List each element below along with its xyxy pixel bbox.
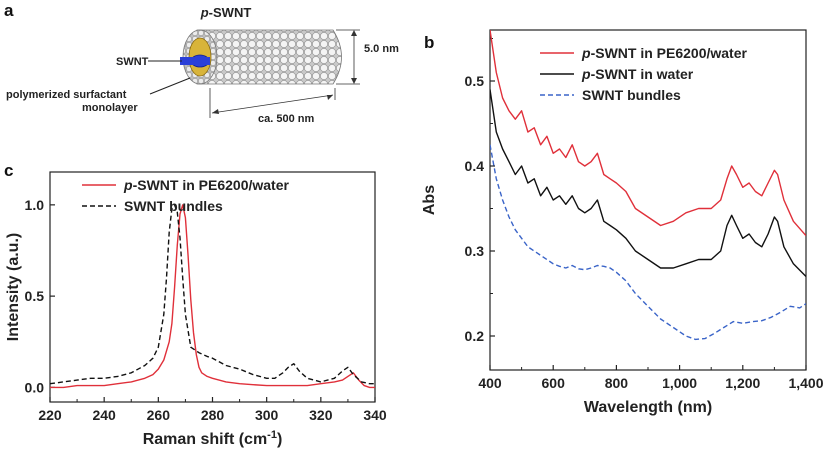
series-group xyxy=(50,204,375,389)
absorbance-chart: 400 600 800 1,000 1,200 1,400 0.2 0.3 0.4 0.5 Wave… xyxy=(421,29,824,416)
legend-label-rest: -SWNT in PE6200/water xyxy=(133,177,290,193)
x-tick-label: 400 xyxy=(478,375,502,391)
x-tick-label: 600 xyxy=(542,375,566,391)
y-tick-label: 1.0 xyxy=(25,197,45,213)
raman-chart: 220 240 260 280 300 320 340 0.0 0.5 1.0 Raman shif… xyxy=(5,171,387,448)
swnt-rod xyxy=(180,57,210,65)
legend-label-italic: p xyxy=(581,45,591,61)
x-axis-label-sup: -1 xyxy=(267,429,277,441)
series-line-swnt-bundles xyxy=(490,144,806,341)
series-group xyxy=(490,30,806,341)
length-label: ca. 500 nm xyxy=(258,113,314,125)
schematic-title-rest: -SWNT xyxy=(209,5,252,20)
surfactant-shell xyxy=(196,29,342,85)
length-dimension xyxy=(209,88,336,118)
series-line-swnt-bundles xyxy=(50,204,375,385)
y-tick-label: 0.5 xyxy=(465,73,485,89)
legend-label-p-swnt-in-pe6200-water: p-SWNT in PE6200/water xyxy=(581,45,747,61)
panel-c: c 220 240 260 280 300 320 340 0.0 0.5 1.0 Raman sh… xyxy=(4,161,387,448)
legend-label-rest: -SWNT in water xyxy=(591,66,694,82)
y-tick-label: 0.0 xyxy=(25,379,45,395)
legend-label-rest: -SWNT in PE6200/water xyxy=(591,45,748,61)
schematic-title-italic: p xyxy=(200,5,209,20)
x-tick-label: 280 xyxy=(201,407,225,423)
panel-c-letter: c xyxy=(4,161,13,180)
x-axis-label: Wavelength (nm) xyxy=(584,399,712,416)
panel-b: b 400 600 800 1,000 1,200 1,400 0.2 0.3 0.4 0.5 Wa… xyxy=(421,29,824,416)
legend-label-p-swnt-in-pe6200-water: p-SWNT in PE6200/water xyxy=(123,177,289,193)
series-line-p-swnt-in-pe6200-water xyxy=(50,204,375,389)
y-axis-label: Abs xyxy=(421,185,438,215)
series-line-p-swnt-in-water xyxy=(490,89,806,277)
x-axis-label-main: Raman shift (cm xyxy=(143,431,267,448)
y-tick-label: 0.3 xyxy=(465,243,485,259)
panel-a-letter: a xyxy=(4,1,14,20)
x-tick-label: 220 xyxy=(38,407,62,423)
legend-label-swnt-bundles: SWNT bundles xyxy=(582,87,681,103)
x-tick-label: 340 xyxy=(363,407,387,423)
legend-label-italic: p xyxy=(123,177,133,193)
label-surfactant-line2: monolayer xyxy=(82,102,138,114)
y-tick-label: 0.4 xyxy=(465,158,485,174)
x-tick-label: 800 xyxy=(605,375,629,391)
y-tick-label: 0.2 xyxy=(465,328,485,344)
label-swnt: SWNT xyxy=(116,56,149,68)
legend-label-swnt-bundles: SWNT bundles xyxy=(124,198,223,214)
nanotube-illustration xyxy=(180,29,342,85)
legend-label-italic: p xyxy=(581,66,591,82)
diameter-label: 5.0 nm xyxy=(364,43,399,55)
label-surfactant-line1: polymerized surfactant xyxy=(6,89,127,101)
x-tick-label: 320 xyxy=(309,407,333,423)
x-tick-label: 300 xyxy=(255,407,279,423)
x-axis-label-close: ) xyxy=(277,431,282,448)
y-tick-label: 0.5 xyxy=(25,288,45,304)
diameter-dimension xyxy=(336,29,360,85)
panel-b-letter: b xyxy=(424,33,434,52)
legend: p-SWNT in PE6200/water SWNT bundles xyxy=(82,177,289,214)
x-tick-label: 1,400 xyxy=(788,375,823,391)
y-axis-label: Intensity (a.u.) xyxy=(5,233,22,341)
panel-a: a p-SWNT SWNT polymerized surfactant mon… xyxy=(4,1,399,125)
x-tick-label: 260 xyxy=(147,407,171,423)
surfactant-pointer xyxy=(149,77,191,95)
x-tick-label: 1,000 xyxy=(662,375,697,391)
schematic-title: p-SWNT xyxy=(200,5,252,20)
legend-label-p-swnt-in-water: p-SWNT in water xyxy=(581,66,694,82)
x-axis-label: Raman shift (cm-1) xyxy=(143,429,283,448)
x-tick-label: 1,200 xyxy=(725,375,760,391)
series-line-p-swnt-in-pe6200-water xyxy=(490,30,806,237)
x-tick-label: 240 xyxy=(92,407,116,423)
